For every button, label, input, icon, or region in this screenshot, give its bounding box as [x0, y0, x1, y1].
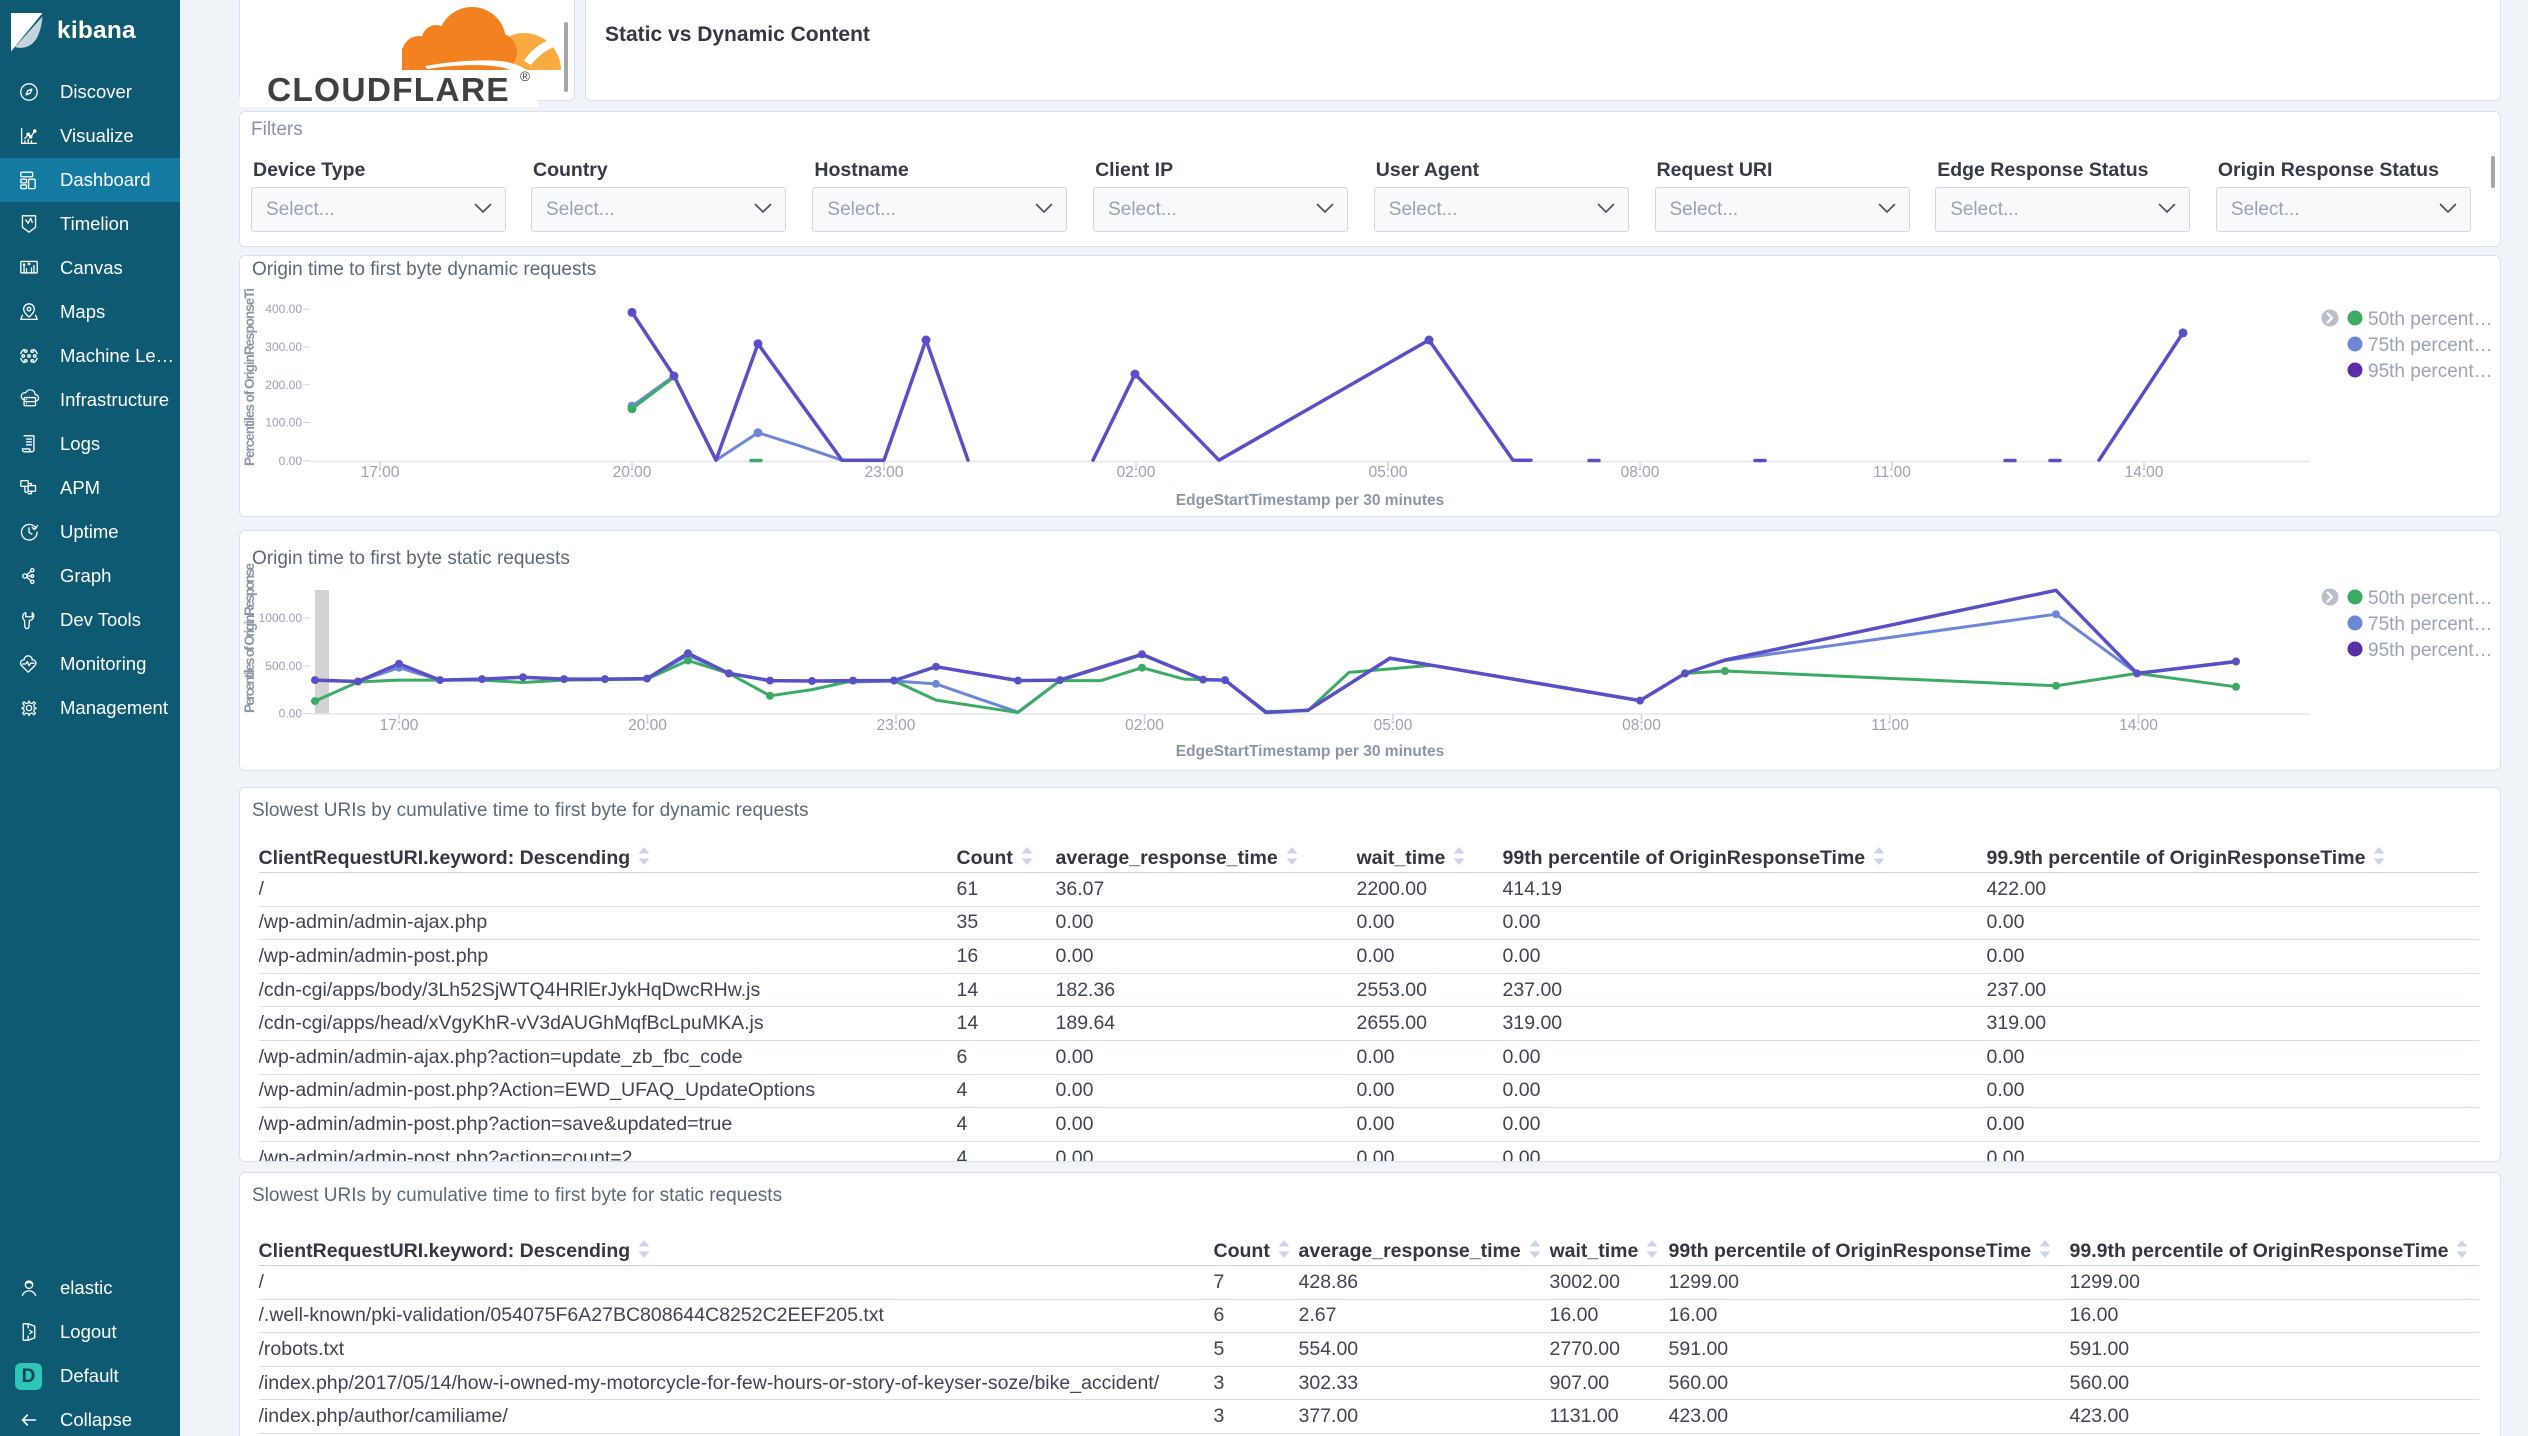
svg-text:400.00: 400.00 — [265, 302, 302, 316]
svg-text:23:00: 23:00 — [865, 464, 904, 481]
svg-text:200.00: 200.00 — [265, 378, 302, 392]
svg-text:17:00: 17:00 — [361, 464, 400, 481]
svg-text:02:00: 02:00 — [1125, 717, 1164, 734]
svg-text:11:00: 11:00 — [1871, 717, 1909, 734]
svg-text:0.00: 0.00 — [279, 454, 303, 468]
svg-text:95th percent…: 95th percent… — [2368, 640, 2493, 661]
svg-text:95th percent…: 95th percent… — [2368, 361, 2493, 382]
svg-text:11:00: 11:00 — [1873, 464, 1911, 481]
svg-text:75th percent…: 75th percent… — [2368, 614, 2493, 635]
svg-text:17:00: 17:00 — [380, 717, 419, 734]
svg-text:05:00: 05:00 — [1369, 464, 1408, 481]
svg-text:1000.00: 1000.00 — [259, 611, 303, 625]
svg-text:08:00: 08:00 — [1621, 464, 1660, 481]
svg-text:0.00: 0.00 — [279, 707, 303, 721]
svg-text:EdgeStartTimestamp per 30 minu: EdgeStartTimestamp per 30 minutes — [1176, 743, 1444, 760]
svg-text:08:00: 08:00 — [1622, 717, 1661, 734]
svg-text:CLOUDFLARE: CLOUDFLARE — [267, 72, 510, 108]
svg-text:Percentiles of OriginResponseT: Percentiles of OriginResponseTi — [242, 288, 257, 466]
svg-text:EdgeStartTimestamp per 30 minu: EdgeStartTimestamp per 30 minutes — [1176, 492, 1444, 509]
svg-text:100.00: 100.00 — [265, 416, 302, 430]
svg-text:14:00: 14:00 — [2119, 717, 2158, 734]
svg-text:50th percent…: 50th percent… — [2368, 588, 2493, 609]
svg-text:20:00: 20:00 — [628, 717, 667, 734]
svg-text:75th percent…: 75th percent… — [2368, 335, 2493, 356]
svg-text:02:00: 02:00 — [1117, 464, 1156, 481]
svg-text:®: ® — [520, 69, 530, 84]
svg-text:500.00: 500.00 — [265, 659, 302, 673]
svg-text:23:00: 23:00 — [877, 717, 916, 734]
svg-text:20:00: 20:00 — [613, 464, 652, 481]
svg-text:14:00: 14:00 — [2125, 464, 2164, 481]
svg-text:Percentiles of OriginResponse: Percentiles of OriginResponse — [242, 563, 257, 713]
svg-text:50th percent…: 50th percent… — [2368, 309, 2493, 330]
svg-text:05:00: 05:00 — [1374, 717, 1413, 734]
svg-text:300.00: 300.00 — [265, 340, 302, 354]
